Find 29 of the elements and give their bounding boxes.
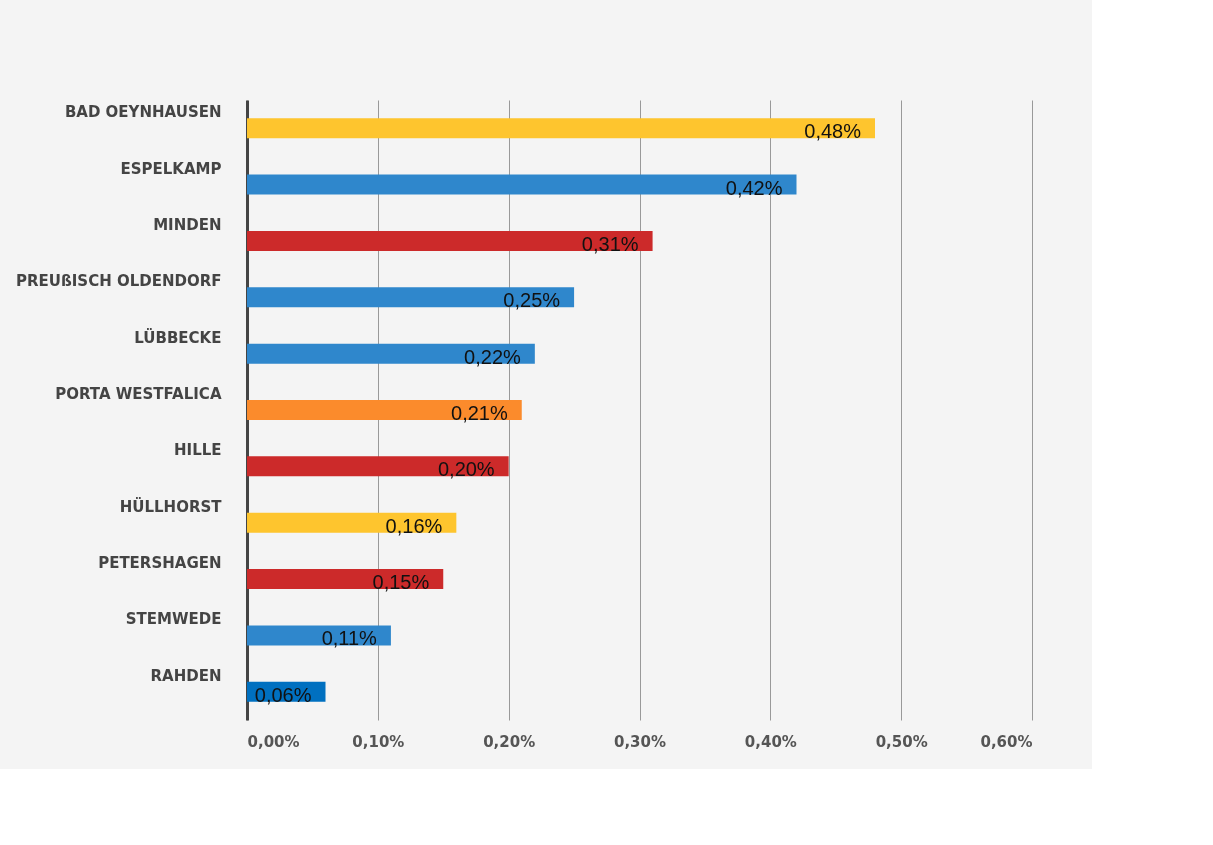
data-label: 0,48% xyxy=(804,120,862,143)
y-tick-label: PORTA WESTFALICA xyxy=(55,385,222,403)
data-label: 0,16% xyxy=(385,514,443,537)
data-label: 0,25% xyxy=(503,289,561,312)
data-label: 0,21% xyxy=(451,402,508,424)
x-tick-label: 0,10% xyxy=(352,732,405,751)
y-tick-label: HILLE xyxy=(174,441,222,460)
data-label: 0,31% xyxy=(581,232,639,255)
x-tick-label: 0,30% xyxy=(613,732,667,751)
y-tick-label: BAD OEYNHAUSEN xyxy=(64,103,222,122)
x-tick-label: 0,20% xyxy=(483,732,536,751)
x-tick-label: 0,40% xyxy=(744,732,797,751)
data-label: 0,22% xyxy=(464,345,522,368)
y-tick-label: PETERSHAGEN xyxy=(98,554,222,573)
data-label: 0,15% xyxy=(372,571,430,594)
y-tick-label: RAHDEN xyxy=(150,666,222,685)
data-label: 0,06% xyxy=(254,683,312,706)
y-tick-label: LÜBBECKE xyxy=(134,327,222,347)
y-tick-label: HÜLLHORST xyxy=(119,496,223,516)
x-tick-label: 0,60% xyxy=(980,732,1033,751)
x-tick-label: 0,00% xyxy=(247,732,300,751)
y-tick-label: PREUßISCH OLDENDORF xyxy=(16,272,222,291)
data-label: 0,11% xyxy=(321,627,378,650)
y-tick-label: ESPELKAMP xyxy=(120,159,222,178)
y-tick-label: MINDEN xyxy=(153,215,222,234)
data-label: 0,42% xyxy=(725,176,783,199)
y-tick-label: STEMWEDE xyxy=(125,610,222,629)
data-label: 0,20% xyxy=(437,458,495,481)
x-tick-label: 0,50% xyxy=(875,732,928,751)
